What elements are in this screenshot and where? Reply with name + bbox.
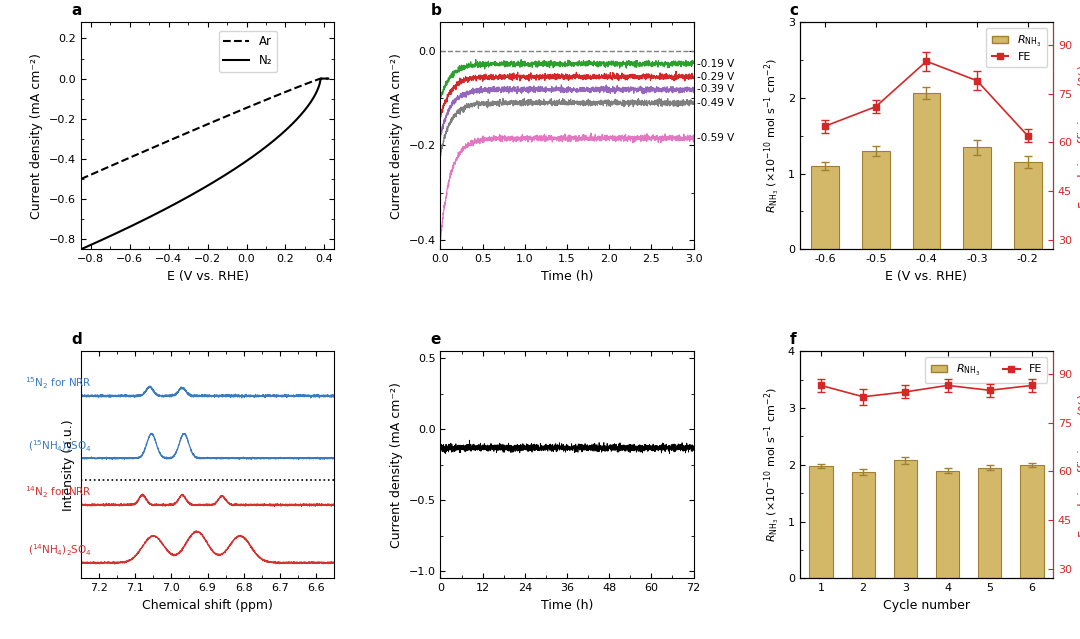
Ar [322, 75, 335, 82]
Y-axis label: Faradaic efficiency (%): Faradaic efficiency (%) [1078, 393, 1080, 537]
Ar [193, 123, 206, 131]
Line: N₂: N₂ [81, 79, 328, 249]
Bar [809, 466, 833, 578]
Ar [75, 175, 87, 183]
Bar [851, 472, 875, 578]
Ar [192, 124, 205, 132]
Text: d: d [71, 332, 82, 347]
Ar [278, 89, 291, 96]
Bar [913, 93, 941, 249]
Bar [1014, 162, 1041, 249]
Ar [314, 75, 327, 82]
N₂ [75, 245, 87, 253]
Legend: $R_\mathrm{NH_3}$, FE: $R_\mathrm{NH_3}$, FE [926, 357, 1048, 383]
X-axis label: Cycle number: Cycle number [883, 599, 970, 612]
X-axis label: Time (h): Time (h) [541, 599, 593, 612]
N₂ [322, 75, 335, 82]
Ar [221, 112, 234, 119]
Text: f: f [789, 332, 796, 347]
Y-axis label: Faradaic efficiency (%): Faradaic efficiency (%) [1078, 64, 1080, 208]
Legend: Ar, N₂: Ar, N₂ [218, 31, 276, 72]
Y-axis label: Current density (mA cm⁻²): Current density (mA cm⁻²) [390, 53, 403, 219]
Bar [1021, 465, 1043, 578]
Line: Ar: Ar [81, 79, 328, 179]
Bar [894, 460, 917, 578]
X-axis label: Chemical shift (ppm): Chemical shift (ppm) [143, 599, 273, 612]
N₂ [221, 169, 234, 177]
Y-axis label: Current density (mA cm⁻²): Current density (mA cm⁻²) [390, 382, 403, 548]
Bar [963, 147, 991, 249]
N₂ [278, 128, 291, 136]
N₂ [314, 75, 327, 82]
Text: -0.19 V: -0.19 V [697, 59, 734, 69]
Y-axis label: $R_{\mathrm{NH_3}}$ (×10$^{-10}$ mol s$^{-1}$ cm$^{-2}$): $R_{\mathrm{NH_3}}$ (×10$^{-10}$ mol s$^… [762, 58, 782, 213]
Text: $^{15}$N$_2$ for NRR: $^{15}$N$_2$ for NRR [25, 376, 92, 392]
N₂ [316, 75, 329, 82]
Legend: $R_\mathrm{NH_3}$, FE: $R_\mathrm{NH_3}$, FE [986, 28, 1048, 68]
N₂ [193, 187, 206, 194]
Text: e: e [430, 332, 441, 347]
X-axis label: E (V vs. RHE): E (V vs. RHE) [886, 270, 968, 282]
N₂ [192, 187, 205, 195]
Bar [811, 166, 839, 249]
X-axis label: Time (h): Time (h) [541, 270, 593, 282]
Y-axis label: $R_{\mathrm{NH_3}}$ (×10$^{-10}$ mol s$^{-1}$ cm$^{-2}$): $R_{\mathrm{NH_3}}$ (×10$^{-10}$ mol s$^… [762, 387, 782, 543]
X-axis label: E (V vs. RHE): E (V vs. RHE) [166, 270, 248, 282]
Bar [936, 470, 959, 578]
Text: -0.49 V: -0.49 V [697, 98, 734, 108]
Text: -0.59 V: -0.59 V [697, 133, 734, 143]
Bar [862, 151, 890, 249]
Text: -0.39 V: -0.39 V [697, 84, 734, 95]
Y-axis label: Current density (mA cm⁻²): Current density (mA cm⁻²) [30, 53, 43, 219]
Text: ($^{14}$NH$_4$)$_2$SO$_4$: ($^{14}$NH$_4$)$_2$SO$_4$ [28, 543, 92, 558]
Text: ($^{15}$NH$_4$)$_2$SO$_4$: ($^{15}$NH$_4$)$_2$SO$_4$ [28, 438, 92, 454]
Text: a: a [71, 3, 81, 18]
Text: b: b [430, 3, 442, 18]
Text: c: c [789, 3, 799, 18]
Bar [978, 468, 1001, 578]
Text: $^{14}$N$_2$ for NRR: $^{14}$N$_2$ for NRR [25, 485, 92, 500]
Text: -0.29 V: -0.29 V [697, 72, 734, 82]
Y-axis label: Intensity (a.u.): Intensity (a.u.) [63, 419, 76, 511]
N₂ [208, 178, 221, 185]
Ar [316, 75, 329, 82]
Ar [208, 118, 221, 125]
